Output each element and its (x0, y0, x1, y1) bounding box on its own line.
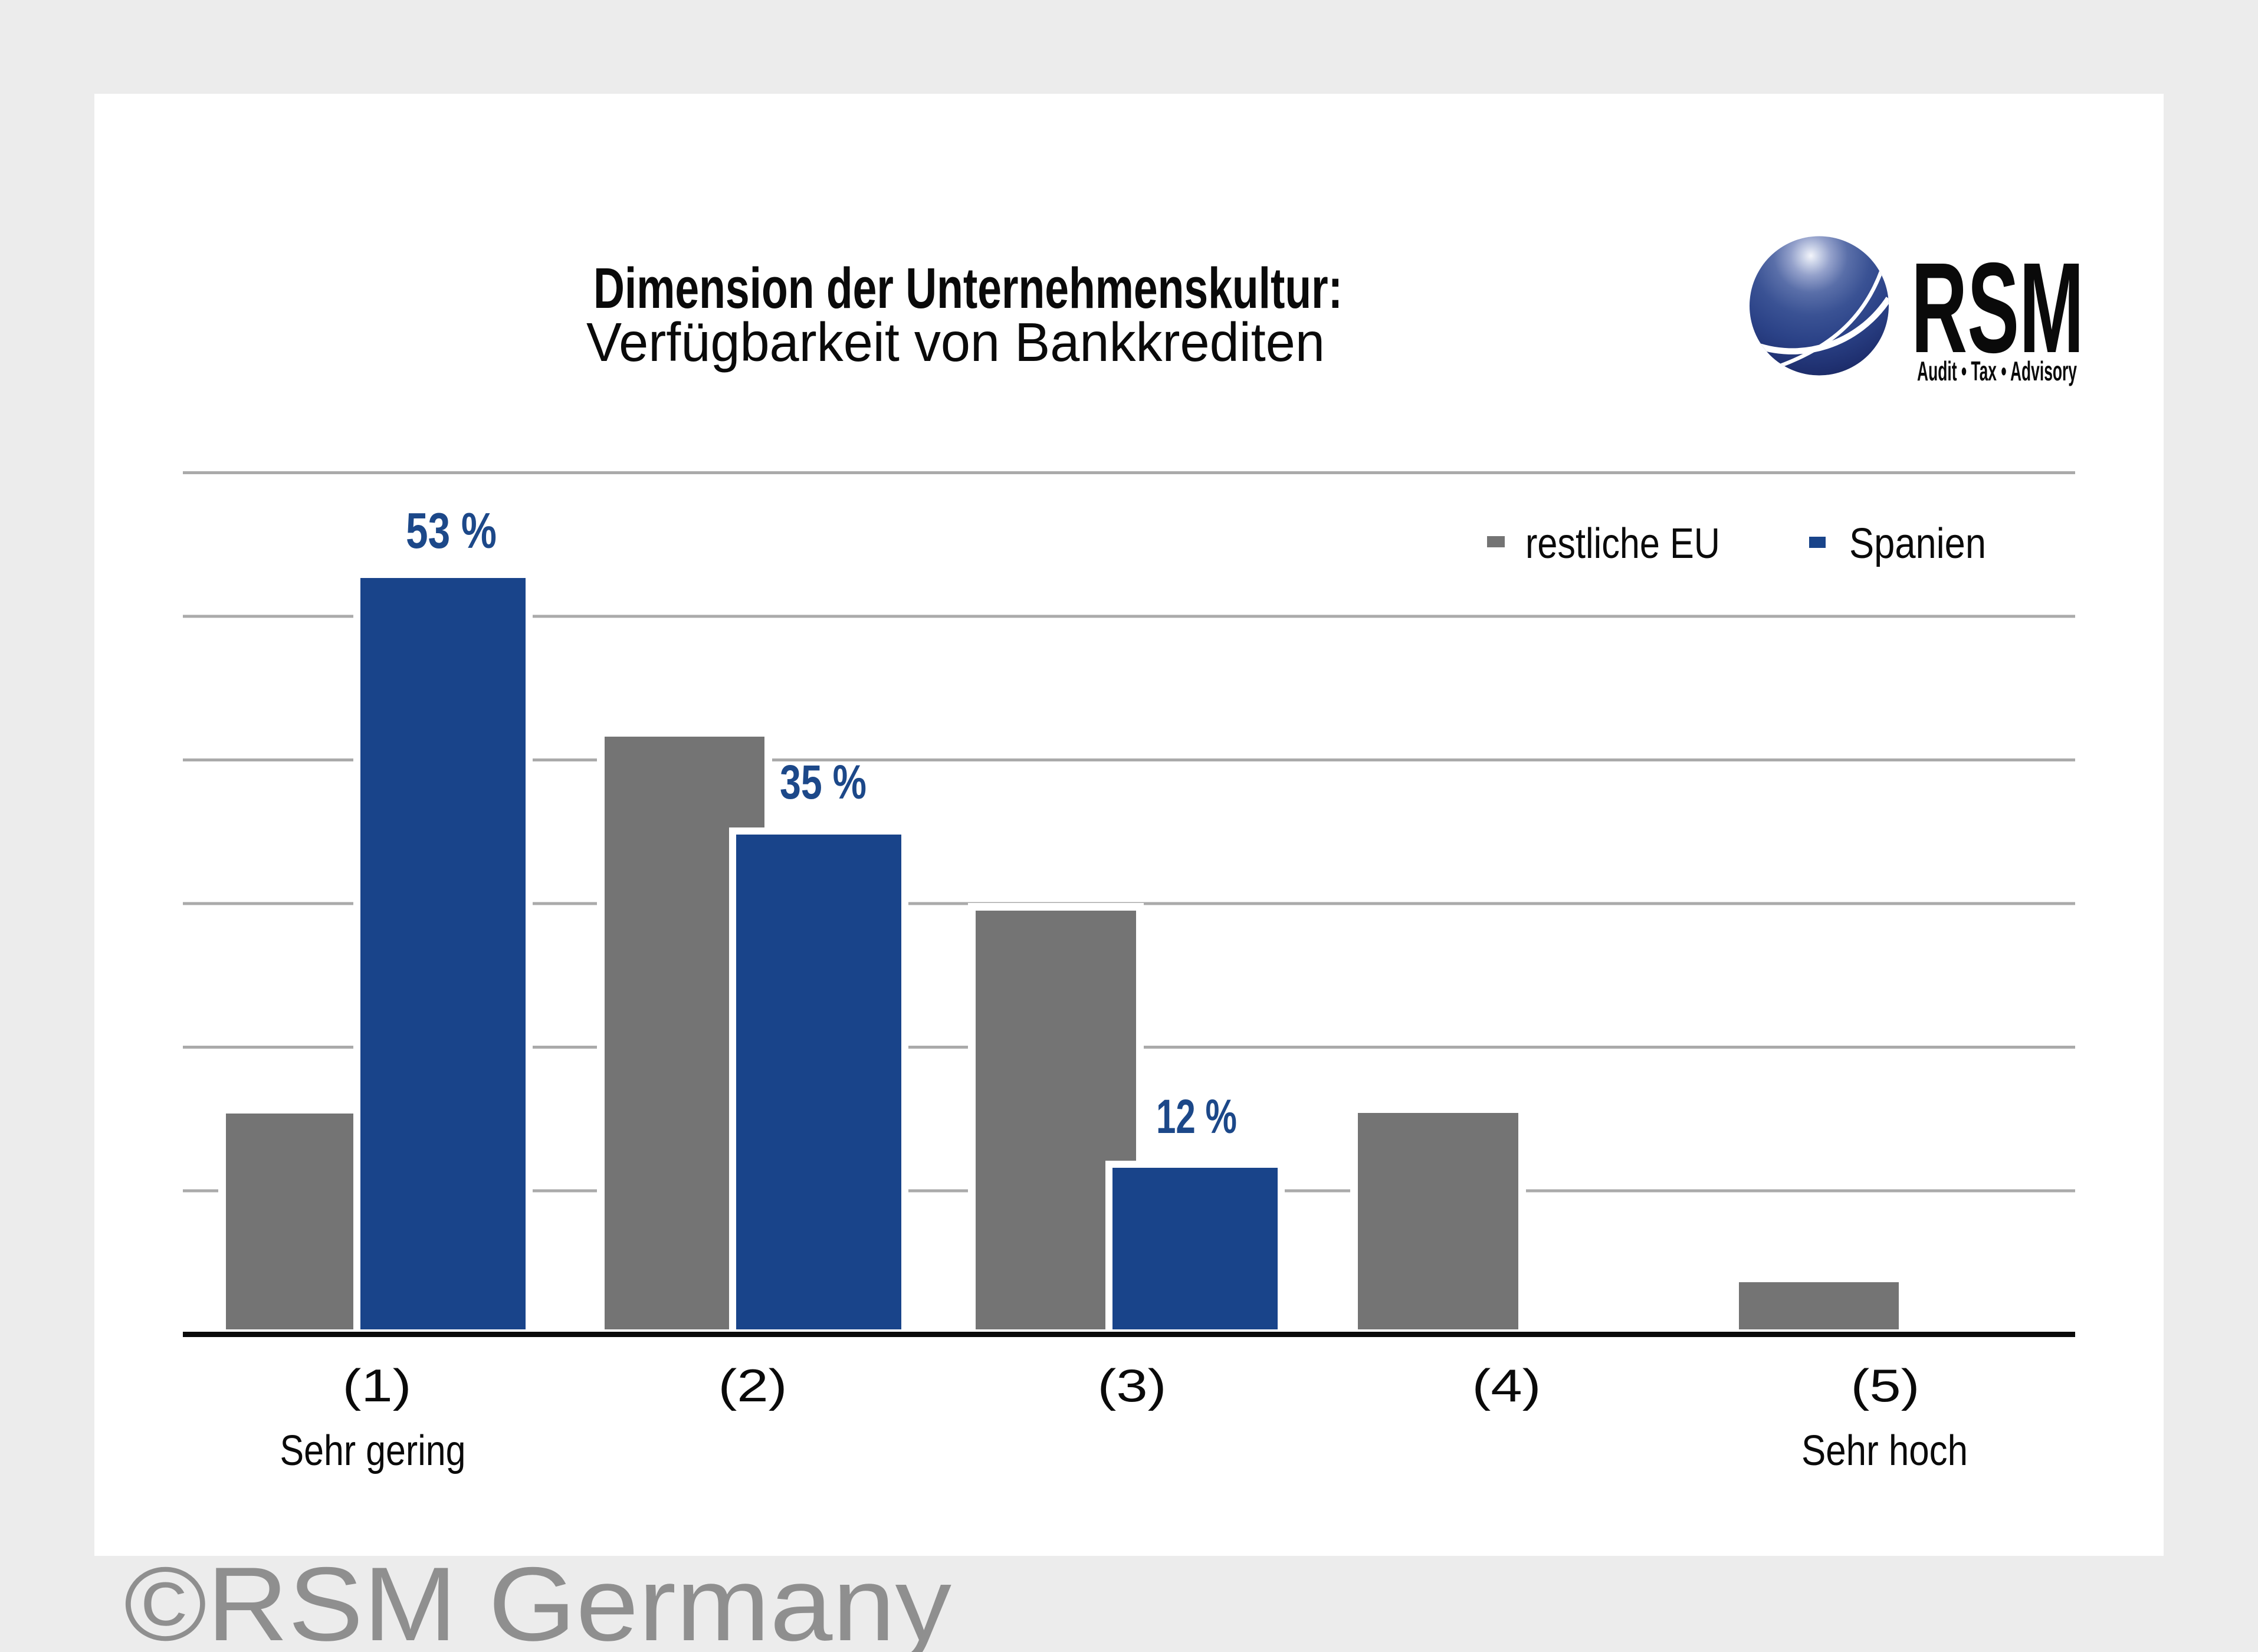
svg-text:Sehr gering: Sehr gering (280, 1427, 466, 1474)
svg-text:(5): (5) (1851, 1359, 1920, 1411)
svg-text:53 %: 53 % (406, 503, 497, 559)
svg-text:Sehr hoch: Sehr hoch (1801, 1427, 1968, 1474)
svg-text:(1): (1) (343, 1359, 412, 1411)
svg-text:(4): (4) (1472, 1359, 1541, 1411)
svg-text:restliche EU: restliche EU (1525, 520, 1720, 567)
svg-text:(2): (2) (718, 1359, 787, 1411)
svg-text:Spanien: Spanien (1849, 520, 1986, 567)
svg-text:RSM: RSM (1911, 237, 2084, 380)
svg-text:Dimension der Unternehmenskult: Dimension der Unternehmenskultur: (593, 256, 1343, 320)
svg-text:12 %: 12 % (1156, 1090, 1237, 1144)
svg-text:(3): (3) (1098, 1359, 1167, 1411)
svg-text:Audit • Tax • Advisory: Audit • Tax • Advisory (1917, 356, 2077, 386)
svg-text:35 %: 35 % (780, 756, 867, 809)
svg-text:©RSM Germany: ©RSM Germany (124, 1545, 951, 1652)
svg-text:Verfügbarkeit von Bankkrediten: Verfügbarkeit von Bankkrediten (586, 311, 1325, 373)
